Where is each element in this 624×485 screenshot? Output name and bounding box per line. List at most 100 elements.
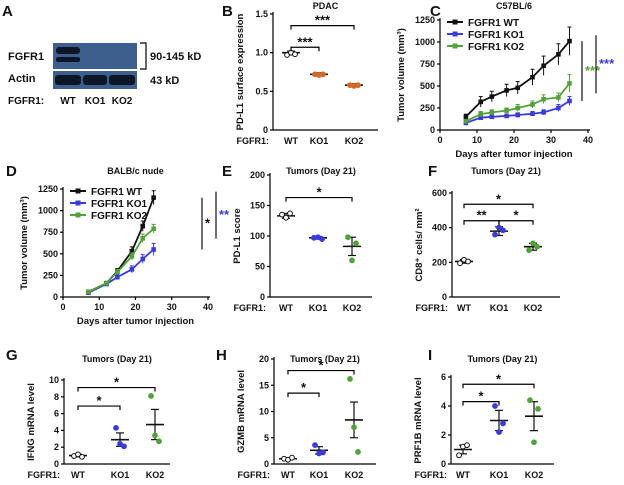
data-point-c: [478, 99, 483, 105]
y-tick-label-f: 200: [432, 257, 447, 267]
blot-fgfr1-band-upper: [56, 47, 80, 54]
panel-g-dot-plot: G Tumors (Day 21) 0 2 4 6 8 10 IFNG mRNA level FG…: [6, 347, 170, 480]
panel-label-f: F: [428, 163, 437, 180]
data-point-f: [530, 240, 536, 247]
panel-h-dot-plot: H Tumors (Day 21) 0 5 10 15 20 GZMB mRNA level F…: [216, 347, 376, 480]
y-tick-label-c: 250: [420, 103, 435, 113]
data-point-d: [129, 254, 135, 259]
category-label-b: KO1: [310, 136, 329, 146]
blot-actin-band-ko1: [83, 75, 107, 85]
y-tick-label-c: 500: [420, 81, 435, 91]
legend-label-c: FGFR1 KO1: [468, 30, 525, 41]
legend-label-c: FGFR1 KO2: [468, 42, 525, 53]
blot-size-bracket: [140, 42, 147, 70]
data-point-c: [515, 105, 520, 111]
category-label-f: WT: [457, 303, 471, 313]
y-tick-label-b: 0.5: [255, 86, 268, 96]
data-point-f: [492, 231, 498, 238]
genotype-label-f: FGFR1:: [416, 303, 449, 313]
data-point-c: [541, 63, 546, 69]
blot-row-label-fgfr1: FGFR1: [8, 51, 44, 63]
y-tick-label-c: 1000: [415, 37, 435, 47]
x-tick-label-c: 20: [509, 135, 519, 145]
data-point-c: [556, 105, 561, 111]
significance-label-f: **: [476, 208, 487, 223]
data-point-g: [152, 432, 158, 439]
y-axis-label-b: PD-L1 surface expression: [235, 13, 246, 130]
chart-title-g: Tumors (Day 21): [82, 354, 152, 364]
data-point-g: [156, 438, 162, 445]
y-axis-label-f: CD8⁺ cells/ mm²: [414, 208, 425, 281]
data-point-e: [279, 211, 285, 218]
y-tick-label-b: 1.5: [255, 9, 268, 19]
y-tick-label-d: 750: [43, 227, 58, 237]
data-point-i: [535, 406, 541, 412]
data-point-f: [465, 258, 471, 265]
chart-title-h: Tumors (Day 21): [290, 354, 360, 364]
legend-marker-c: [452, 31, 458, 37]
data-point-f: [457, 260, 463, 267]
category-label-h: KO1: [310, 470, 329, 480]
data-point-i: [456, 452, 462, 459]
data-point-g: [117, 440, 123, 447]
category-label-g: KO1: [111, 470, 130, 480]
x-tick-label-c: 40: [583, 135, 593, 145]
data-point-h: [355, 449, 361, 455]
significance-bracket-i: [462, 401, 500, 406]
x-tick-label-c: 0: [437, 135, 442, 145]
data-point-e: [283, 214, 289, 221]
data-point-d: [140, 256, 146, 262]
chart-title-c: C57BL/6: [496, 1, 532, 11]
x-tick-label-d: 40: [203, 302, 213, 312]
data-point-c: [541, 96, 546, 102]
data-point-c: [463, 114, 469, 120]
legend-marker-c: [452, 43, 458, 49]
chart-title-f: Tumors (Day 21): [471, 166, 541, 176]
category-label-e: KO1: [309, 303, 328, 313]
y-tick-label-e: 50: [255, 262, 265, 272]
data-point-h: [347, 376, 353, 382]
data-point-c: [530, 102, 535, 107]
data-point-f: [526, 247, 532, 254]
data-point-c: [556, 52, 561, 57]
y-tick-label-i: 0: [441, 459, 446, 469]
data-point-c: [504, 113, 509, 119]
data-point-f: [496, 224, 502, 231]
y-tick-label-g: 0: [54, 459, 59, 469]
data-point-i: [531, 439, 537, 446]
data-point-b: [320, 71, 326, 78]
y-tick-label-e: 100: [250, 231, 265, 241]
legend-label-d: FGFR1 KO2: [91, 211, 148, 222]
data-point-d: [115, 274, 120, 280]
data-point-h: [351, 424, 357, 431]
chart-title-b: PDAC: [313, 1, 339, 11]
data-point-c: [556, 95, 561, 100]
x-tick-label-c: 10: [472, 135, 482, 145]
data-point-f: [534, 243, 540, 250]
genotype-label-g: FGFR1:: [28, 470, 61, 480]
data-point-g: [148, 393, 154, 399]
y-tick-label-h: 15: [259, 380, 269, 390]
data-point-d: [151, 247, 156, 252]
panel-label-h: H: [216, 347, 227, 364]
significance-bracket-b: [290, 46, 320, 52]
significance-bracket-g: [77, 405, 121, 411]
significance-bracket-h: [287, 392, 320, 398]
data-point-c: [515, 85, 520, 91]
y-tick-label-d: 0: [53, 292, 58, 302]
significance-label-i: *: [496, 371, 502, 386]
significance-bracket-e: [285, 196, 353, 202]
panel-d-line-chart: D BALB/c nude 0 250 500 750 1000 1250 Tumor volu…: [6, 163, 230, 327]
data-point-b: [292, 51, 298, 58]
data-point-c: [567, 98, 572, 104]
panel-b-dot-plot: B PDAC 0 0.5 1.0 1.5 PD-L1 surface expression F…: [222, 1, 378, 146]
y-axis-label-i: PRF1B mRNA level: [413, 377, 424, 463]
category-label-e: WT: [279, 303, 293, 313]
data-point-i: [464, 442, 470, 449]
category-label-i: KO2: [525, 470, 544, 480]
data-point-b: [355, 82, 361, 89]
data-point-c: [463, 118, 469, 124]
legend-label-d: FGFR1 KO1: [91, 199, 148, 210]
genotype-label-e: FGFR1:: [234, 303, 267, 313]
